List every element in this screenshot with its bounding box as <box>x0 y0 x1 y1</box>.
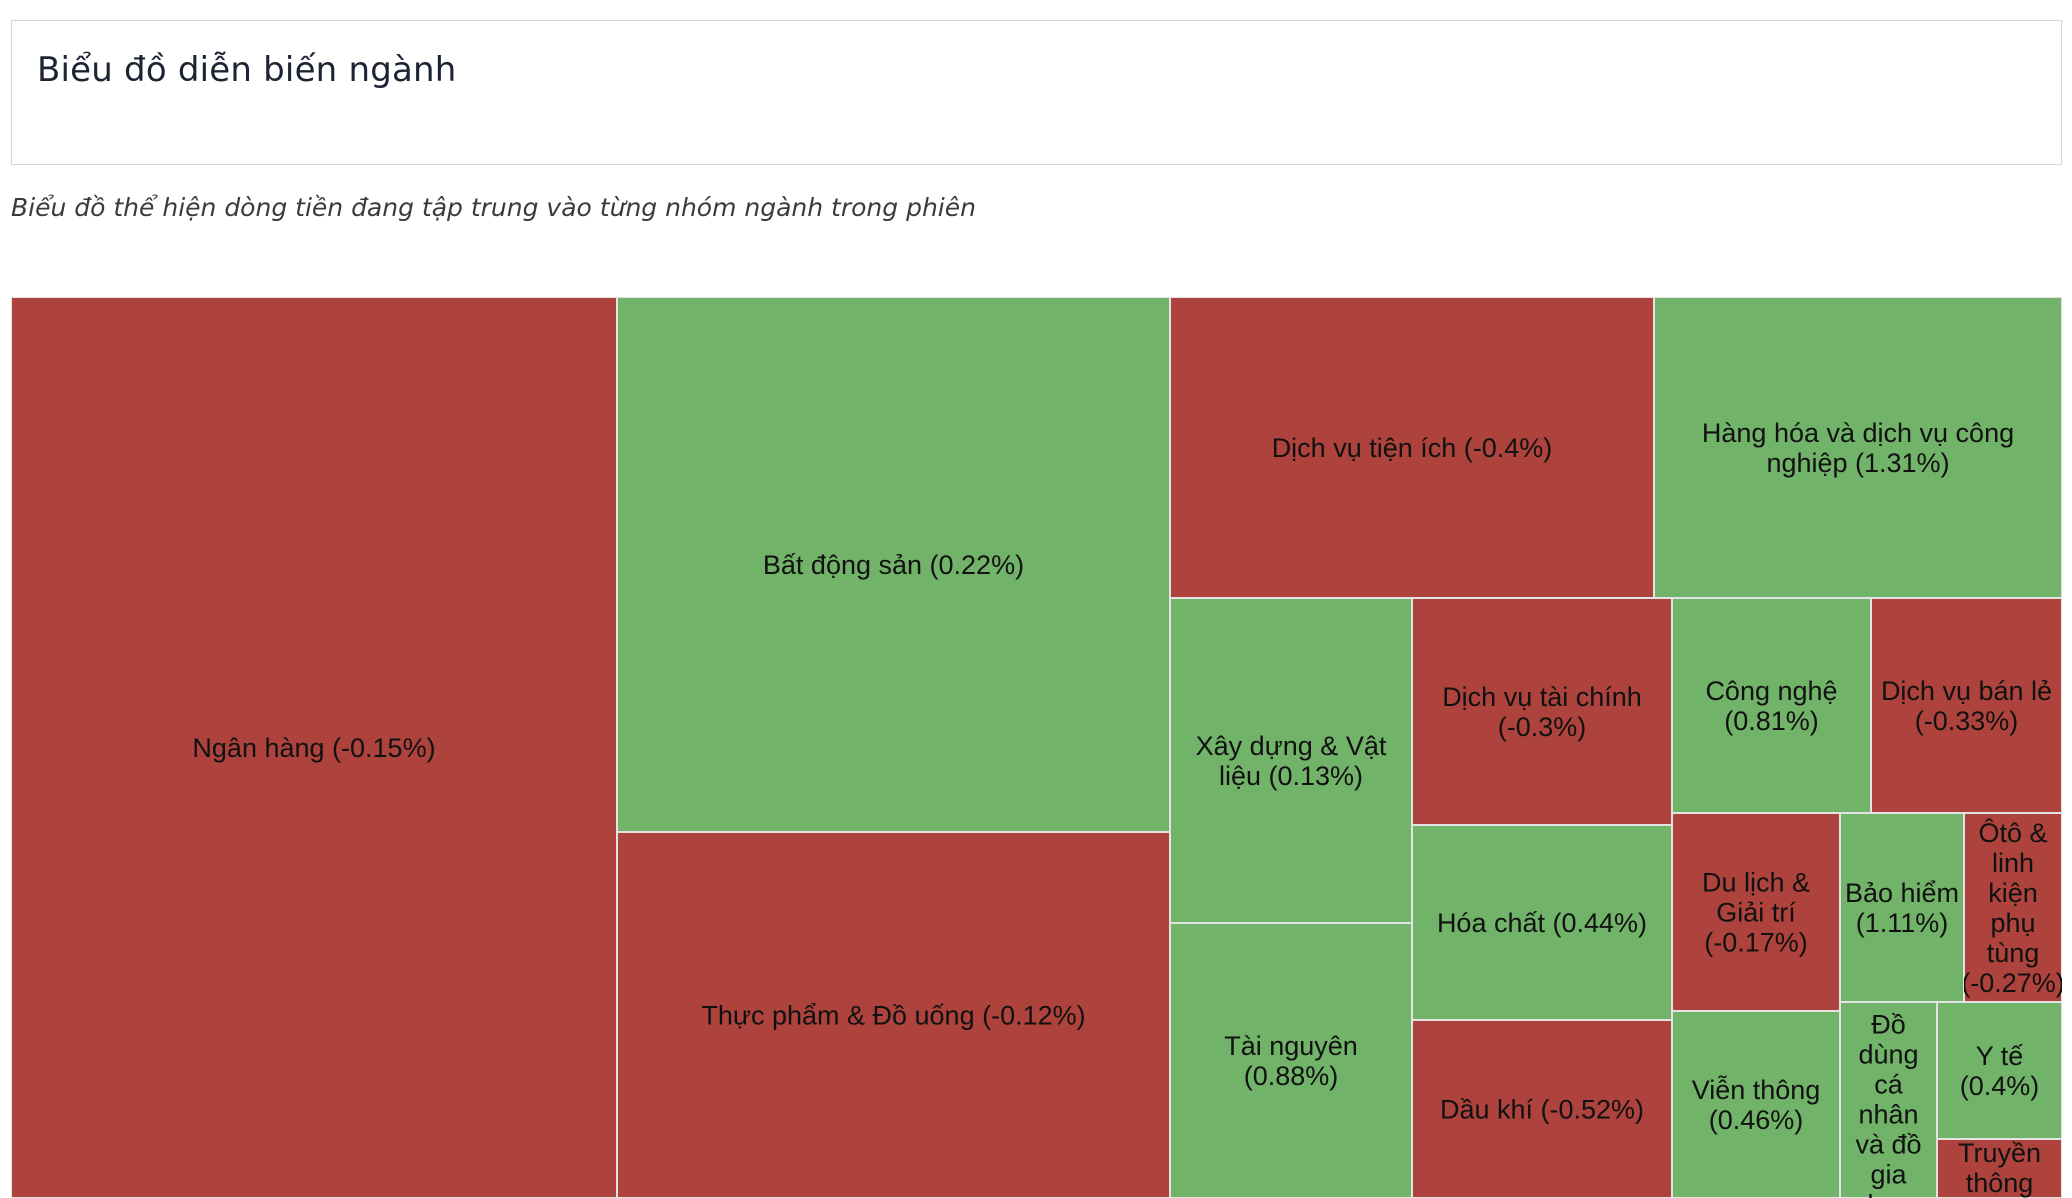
treemap-label-cong-nghe: Công nghệ (0.81%) <box>1705 676 1837 736</box>
treemap-label-thuc-pham-do-uong: Thực phẩm & Đồ uống (-0.12%) <box>701 1000 1085 1030</box>
treemap-cell-hoa-chat[interactable]: Hóa chất (0.44%) <box>1411 824 1673 1021</box>
treemap-cell-cong-nghe[interactable]: Công nghệ (0.81%) <box>1671 597 1872 814</box>
chart-header-panel <box>11 20 2062 165</box>
treemap-rect-dau-khi <box>1411 1019 1673 1198</box>
treemap-rect-bat-dong-san <box>616 297 1171 833</box>
treemap-rect-y-te <box>1936 1001 2062 1140</box>
treemap-cell-bao-hiem[interactable]: Bảo hiểm (1.11%) <box>1839 812 1965 1003</box>
treemap-label-hang-hoa-va-dich-vu-cong-nghiep: Hàng hóa và dịch vụ công nghiệp (1.31%) <box>1702 418 2014 478</box>
treemap-cell-xay-dung-vat-lieu[interactable]: Xây dựng & Vật liệu (0.13%) <box>1169 597 1413 924</box>
treemap-label-hoa-chat: Hóa chất (0.44%) <box>1437 908 1647 938</box>
chart-subtitle: Biểu đồ thể hiện dòng tiền đang tập trun… <box>11 193 976 222</box>
treemap-label-dich-vu-ban-le: Dịch vụ bán lẻ (-0.33%) <box>1881 676 2052 736</box>
treemap-label-du-lich-giai-tri: Du lịch & Giải trí (-0.17%) <box>1702 867 1810 957</box>
treemap-cell-du-lich-giai-tri[interactable]: Du lịch & Giải trí (-0.17%) <box>1671 812 1841 1012</box>
treemap-label-dich-vu-tien-ich: Dịch vụ tiện ích (-0.4%) <box>1272 433 1553 463</box>
treemap-cell-y-te[interactable]: Y tế (0.4%) <box>1936 1001 2062 1140</box>
treemap-label-bat-dong-san: Bất động sản (0.22%) <box>763 550 1024 580</box>
treemap-cell-oto-linh-kien-phu-tung[interactable]: Ôtô & linh kiện phụ tùng (-0.27%) <box>1961 812 2062 1003</box>
treemap-label-y-te: Y tế (0.4%) <box>1960 1041 2040 1101</box>
treemap-rect-oto-linh-kien-phu-tung <box>1963 812 2062 1003</box>
treemap-rect-thuc-pham-do-uong <box>616 831 1171 1198</box>
treemap-rect-dich-vu-tien-ich <box>1169 297 1655 599</box>
treemap-cell-dich-vu-tai-chinh[interactable]: Dịch vụ tài chính (-0.3%) <box>1411 597 1673 826</box>
treemap-rect-hang-hoa-va-dich-vu-cong-nghiep <box>1653 297 2062 599</box>
treemap-rect-cong-nghe <box>1671 597 1872 814</box>
treemap-cell-dich-vu-tien-ich[interactable]: Dịch vụ tiện ích (-0.4%) <box>1169 297 1655 599</box>
treemap-cell-tai-nguyen[interactable]: Tài nguyên (0.88%) <box>1169 922 1413 1198</box>
treemap-label-xay-dung-vat-lieu: Xây dựng & Vật liệu (0.13%) <box>1196 731 1387 791</box>
treemap-label-dich-vu-tai-chinh: Dịch vụ tài chính (-0.3%) <box>1442 682 1642 742</box>
treemap-label-ngan-hang: Ngân hàng (-0.15%) <box>192 733 435 763</box>
treemap-rect-bao-hiem <box>1839 812 1965 1003</box>
treemap-rect-du-lich-giai-tri <box>1671 812 1841 1012</box>
treemap-rect-ngan-hang <box>11 297 618 1198</box>
treemap-label-vien-thong: Viễn thông (0.46%) <box>1692 1074 1821 1135</box>
treemap-cell-hang-hoa-va-dich-vu-cong-nghiep[interactable]: Hàng hóa và dịch vụ công nghiệp (1.31%) <box>1653 297 2062 599</box>
treemap-cell-thuc-pham-do-uong[interactable]: Thực phẩm & Đồ uống (-0.12%) <box>616 831 1171 1198</box>
sector-treemap: Ngân hàng (-0.15%) Bất động sản (0.22%) Th… <box>11 297 2062 1198</box>
treemap-cell-vien-thong[interactable]: Viễn thông (0.46%) <box>1671 1010 1841 1198</box>
treemap-rect-dich-vu-tai-chinh <box>1411 597 1673 826</box>
treemap-rect-hoa-chat <box>1411 824 1673 1021</box>
treemap-label-dau-khi: Dầu khí (-0.52%) <box>1440 1094 1644 1124</box>
treemap-rect-truyen-thong <box>1936 1138 2062 1198</box>
treemap-rect-dich-vu-ban-le <box>1870 597 2062 814</box>
treemap-cell-dau-khi[interactable]: Dầu khí (-0.52%) <box>1411 1019 1673 1198</box>
treemap-rect-xay-dung-vat-lieu <box>1169 597 1413 924</box>
treemap-label-bao-hiem: Bảo hiểm (1.11%) <box>1845 878 1959 938</box>
page-title: Biểu đồ diễn biến ngành <box>37 50 457 90</box>
treemap-cell-bat-dong-san[interactable]: Bất động sản (0.22%) <box>616 297 1171 833</box>
treemap-rect-tai-nguyen <box>1169 922 1413 1198</box>
treemap-cell-dich-vu-ban-le[interactable]: Dịch vụ bán lẻ (-0.33%) <box>1870 597 2062 814</box>
treemap-label-tai-nguyen: Tài nguyên (0.88%) <box>1224 1031 1358 1091</box>
treemap-label-oto-linh-kien-phu-tung: Ôtô & linh kiện phụ tùng (-0.27%) <box>1961 817 2062 998</box>
treemap-cell-ngan-hang[interactable]: Ngân hàng (-0.15%) <box>11 297 618 1198</box>
treemap-svg: Ngân hàng (-0.15%) Bất động sản (0.22%) Th… <box>11 297 2062 1198</box>
